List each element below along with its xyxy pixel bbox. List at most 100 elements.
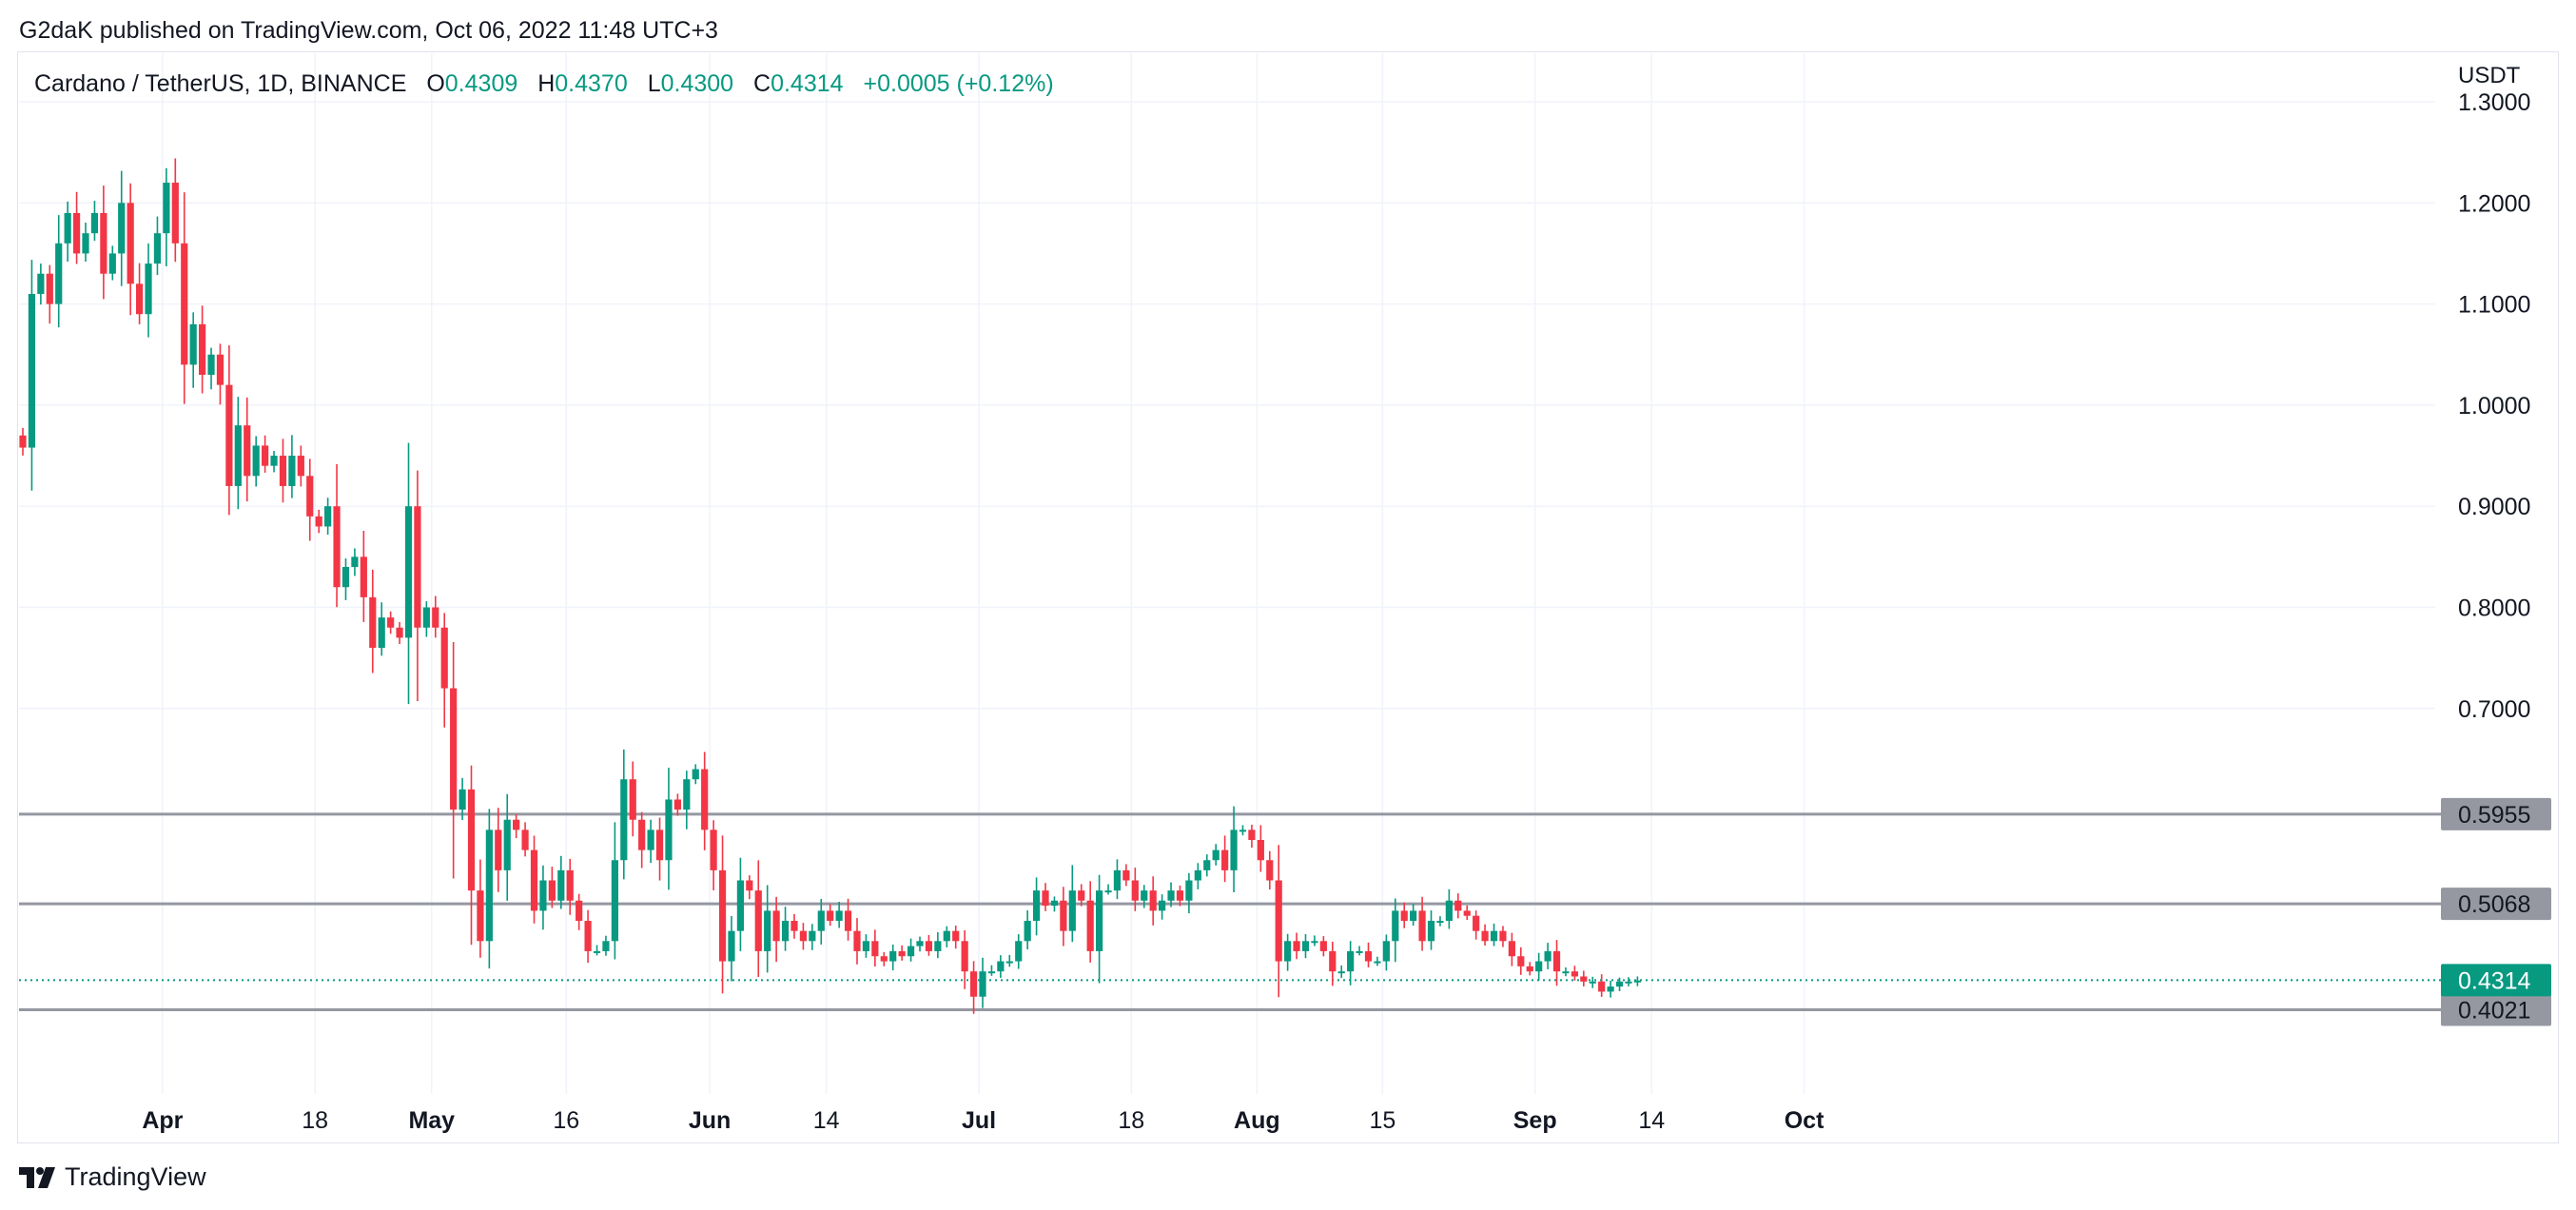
candle-body (1284, 941, 1292, 962)
candle (1159, 894, 1166, 920)
candle-body (189, 323, 197, 365)
candle-body (135, 283, 144, 315)
candle-body (513, 819, 520, 830)
candle (997, 955, 1005, 978)
candle (1068, 865, 1076, 943)
candle (234, 397, 242, 510)
candle-body (100, 212, 107, 274)
candle-body (90, 212, 99, 234)
candle-body (718, 869, 727, 962)
candle-body (378, 617, 385, 649)
candle-body (647, 829, 654, 850)
candle (593, 945, 601, 956)
footer-brand[interactable]: TradingView (19, 1162, 206, 1192)
candle-body (1552, 950, 1561, 972)
candle-body (916, 941, 924, 947)
candle-body (1589, 981, 1596, 984)
candle-body (889, 950, 897, 962)
x-tick-label: 14 (1638, 1107, 1665, 1134)
candle-body (1418, 910, 1426, 942)
level-badge-label: 0.5068 (2458, 891, 2530, 918)
candle (306, 459, 314, 541)
candle-body (827, 910, 834, 922)
candle-body (665, 799, 673, 861)
candle (835, 901, 843, 928)
candle (262, 435, 269, 473)
candle-body (1141, 890, 1148, 901)
candle (324, 498, 332, 536)
candle (943, 926, 950, 947)
candle (1239, 825, 1247, 836)
candle (1221, 835, 1229, 883)
candle (360, 531, 367, 622)
candle-body (1356, 950, 1363, 953)
candle (135, 263, 144, 324)
candle (72, 191, 81, 264)
candle (432, 595, 439, 638)
candle (754, 860, 762, 977)
candle-body (450, 688, 458, 810)
candle (647, 819, 654, 864)
candle (969, 961, 978, 1014)
candle (279, 439, 287, 503)
candle (37, 263, 45, 305)
level-badge (2441, 993, 2551, 1026)
candle (1248, 824, 1256, 849)
candle (1473, 910, 1480, 940)
candle (1463, 905, 1471, 921)
candle (1562, 966, 1570, 977)
candle (1284, 933, 1292, 971)
y-tick-label: 1.3000 (2458, 89, 2530, 116)
candle (153, 216, 162, 276)
candle (629, 761, 636, 837)
candle-body (1149, 890, 1157, 911)
candle-body (279, 456, 287, 486)
candle-body (710, 829, 717, 870)
candle (333, 463, 341, 608)
x-tick-label: Jun (689, 1107, 731, 1134)
candle-body (1454, 900, 1462, 911)
candle (1266, 850, 1274, 890)
candle-body (495, 829, 502, 870)
candle (1131, 868, 1139, 911)
candle (817, 898, 825, 945)
candle (1418, 896, 1426, 951)
candle (270, 451, 278, 473)
candle-body (153, 233, 162, 264)
candle (1311, 935, 1318, 947)
candle-body (655, 829, 664, 861)
candle (584, 909, 592, 964)
x-tick-label: Sep (1513, 1107, 1557, 1134)
candle (342, 558, 350, 600)
y-tick-label: 1.2000 (2458, 190, 2530, 217)
candle-body (781, 921, 790, 942)
candle-body (485, 829, 493, 942)
candle-body (1615, 981, 1624, 987)
candle-body (1445, 900, 1453, 922)
candle (1382, 934, 1390, 971)
candle-body (1473, 915, 1480, 931)
candle (1005, 954, 1013, 967)
x-tick-label: Aug (1234, 1107, 1280, 1134)
y-tick-label: 0.8000 (2458, 595, 2530, 622)
candle (844, 898, 852, 941)
candle (1615, 977, 1624, 991)
close-value: 0.4314 (771, 70, 844, 97)
x-tick-label: Jul (962, 1107, 996, 1134)
candle-body (925, 941, 933, 951)
candle-body (1625, 981, 1632, 984)
candle-body (576, 900, 583, 922)
candle-body (1400, 910, 1408, 922)
candle (189, 312, 197, 388)
open-label: O (426, 70, 445, 97)
candle-body (477, 890, 484, 942)
candle-body (638, 819, 646, 850)
candle-body (1410, 910, 1417, 922)
candle (1096, 874, 1103, 984)
x-tick-label: Apr (142, 1107, 183, 1134)
candle (297, 445, 304, 487)
candle (422, 601, 430, 637)
candle-body (1032, 890, 1041, 922)
candle (1410, 904, 1417, 927)
